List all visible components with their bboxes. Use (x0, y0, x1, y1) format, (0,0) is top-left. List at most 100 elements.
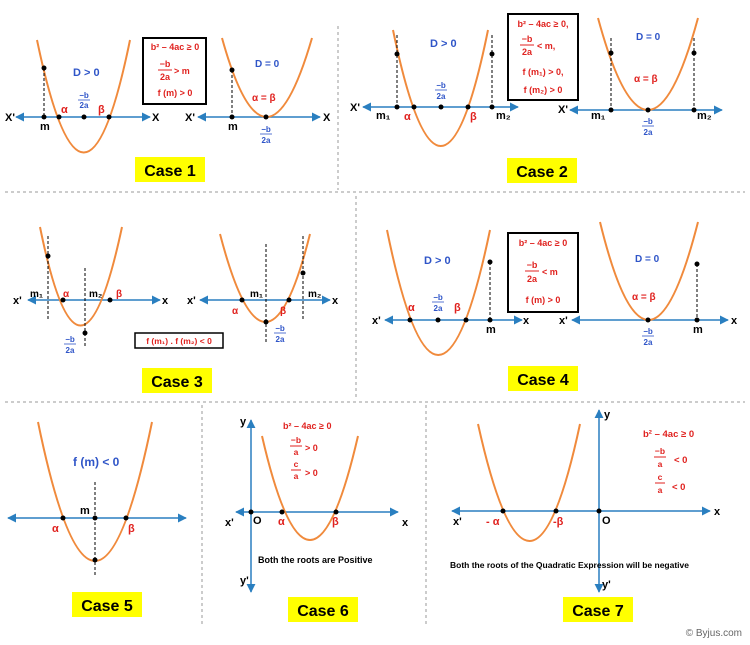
case-label-bg (508, 366, 578, 391)
label-alpha: α (408, 302, 415, 314)
point-vertex-x (438, 104, 444, 110)
case-label: Case 6 (297, 603, 349, 620)
label-x-prime: X' (350, 102, 360, 114)
point-beta (107, 297, 113, 303)
frac-num: −b (433, 293, 443, 302)
parabola (261, 435, 359, 541)
frac-den: 2a (262, 136, 271, 145)
condition-frac-vs-m: < m, (537, 41, 555, 51)
condition-f-m: f (m) > 0 (158, 88, 193, 98)
label-beta: β (116, 289, 122, 300)
case-2-condition-box: b² – 4ac ≥ 0, −b 2a < m, f (m₁) > 0, f (… (507, 13, 579, 101)
case-2-graph-d-positive: X' m₁ α β m₂ D > 0 −b 2a (350, 29, 519, 147)
point-m1 (394, 104, 400, 110)
case-label: Case 1 (144, 163, 196, 180)
label-d-positive: D > 0 (430, 38, 457, 50)
case-label-bg (135, 157, 205, 182)
case-1-panel: X' X m α β D > 0 −b 2a b² – 4ac ≥ 0 −b 2… (5, 37, 331, 182)
point-beta (123, 515, 129, 521)
parabola (221, 37, 313, 118)
frac-den: 2a (80, 101, 89, 110)
case-2-panel: X' m₁ α β m₂ D > 0 −b 2a b² – 4ac ≥ 0, −… (350, 13, 723, 183)
condition-product-positive: < 0 (672, 482, 685, 493)
frac-den: a (658, 459, 663, 469)
point-vertex-x (435, 317, 441, 323)
point-m (92, 515, 98, 521)
frac-num: −b (643, 117, 653, 126)
condition-f-m: f (m) > 0 (526, 295, 561, 305)
label-m1: m₁ (250, 289, 263, 300)
point-neg-alpha (500, 508, 506, 514)
condition-discriminant: b² – 4ac ≥ 0 (643, 429, 694, 440)
label-m1: m₁ (30, 289, 43, 300)
label-beta: β (280, 306, 286, 317)
label-m: m (228, 121, 238, 133)
case-4-condition-box: b² – 4ac ≥ 0 −b 2a < m f (m) > 0 (507, 232, 579, 313)
frac-num: −b (436, 81, 446, 90)
parabola (477, 423, 581, 542)
frac-den: a (294, 447, 299, 457)
label-d-positive: D > 0 (73, 67, 100, 79)
condition-sum-negative: < 0 (674, 455, 687, 466)
point-f-m1 (45, 253, 51, 259)
note: Both the roots of the Quadratic Expressi… (450, 560, 689, 570)
label-x: X (323, 112, 331, 124)
parabola (39, 226, 123, 327)
label-alpha: α (232, 306, 239, 317)
parabola (386, 229, 491, 356)
label-x-prime: x' (225, 517, 234, 529)
case-2-graph-d-zero: X' m₁ m₂ D = 0 α = β −b 2a (558, 17, 723, 137)
label-m: m (486, 324, 496, 336)
case-label-bg (142, 368, 212, 393)
point-double-root (645, 317, 651, 323)
label-beta: β (332, 516, 339, 528)
label-m: m (693, 324, 703, 336)
case-label: Case 2 (516, 164, 568, 181)
credit: © Byjus.com (686, 628, 742, 639)
frac-den: 2a (644, 338, 653, 347)
label-x: x (714, 506, 721, 518)
frac-den: 2a (66, 346, 75, 355)
frac-den: 2a (522, 47, 533, 57)
condition-product-positive: > 0 (305, 468, 318, 478)
condition-frac-vs-m: > m (174, 66, 190, 76)
case-label-bg (563, 597, 633, 622)
case-label-bg (507, 158, 577, 183)
label-x-prime: X' (558, 104, 568, 116)
label-x-prime: x' (372, 315, 381, 327)
point-alpha (279, 509, 285, 515)
label-m2: m₂ (496, 110, 511, 122)
label-x-prime: X' (5, 112, 15, 124)
frac-num: −b (527, 260, 538, 270)
point-f-m2 (300, 270, 306, 276)
label-x-prime: x' (187, 295, 196, 307)
label-neg-beta: -β (553, 516, 564, 528)
case-3-graph-left: x' x m₁ α m₂ β −b 2a (13, 226, 169, 355)
case-label-bg (72, 592, 142, 617)
label-alpha: α (404, 111, 411, 123)
point-m1 (608, 107, 614, 113)
case-6-panel: y y' x' O x α β b² – 4ac ≥ 0 −b a > 0 c … (225, 416, 409, 622)
condition-box (142, 37, 207, 105)
label-alpha: α (278, 516, 285, 528)
frac-num: c (294, 459, 299, 469)
case-label: Case 3 (151, 374, 203, 391)
case-4-graph-d-positive: x' x α β m D > 0 −b 2a (372, 229, 530, 356)
point-f-m1 (608, 50, 614, 56)
label-beta: β (454, 302, 461, 314)
point-f-m (41, 65, 47, 71)
frac-den: 2a (527, 274, 538, 284)
label-y: y (240, 416, 247, 428)
point-origin (596, 508, 602, 514)
case-3-graph-right: x' x α m₁ β m₂ −b 2a (187, 233, 339, 344)
point-beta (286, 297, 292, 303)
point-alpha (411, 104, 417, 110)
frac-den: 2a (276, 335, 285, 344)
label-alpha-eq-beta: α = β (632, 292, 656, 303)
label-m2: m₂ (89, 289, 102, 300)
point-f-m2 (82, 330, 88, 336)
case-5-panel: f (m) < 0 m α β Case 5 (7, 421, 187, 617)
label-beta: β (128, 523, 135, 535)
condition-discriminant: b² – 4ac ≥ 0, (518, 19, 569, 29)
label-m1: m₁ (591, 110, 606, 122)
